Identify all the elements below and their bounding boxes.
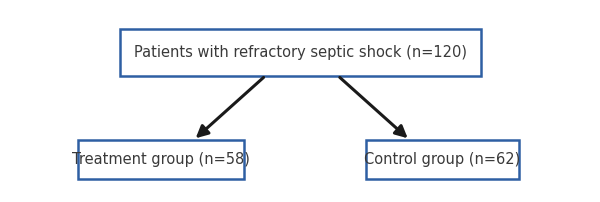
FancyBboxPatch shape [365,140,519,179]
Text: Control group (n=62): Control group (n=62) [364,152,520,167]
Text: Patients with refractory septic shock (n=120): Patients with refractory septic shock (n… [134,45,467,60]
FancyBboxPatch shape [121,29,481,76]
FancyBboxPatch shape [79,140,244,179]
Text: Treatment group (n=58): Treatment group (n=58) [72,152,250,167]
